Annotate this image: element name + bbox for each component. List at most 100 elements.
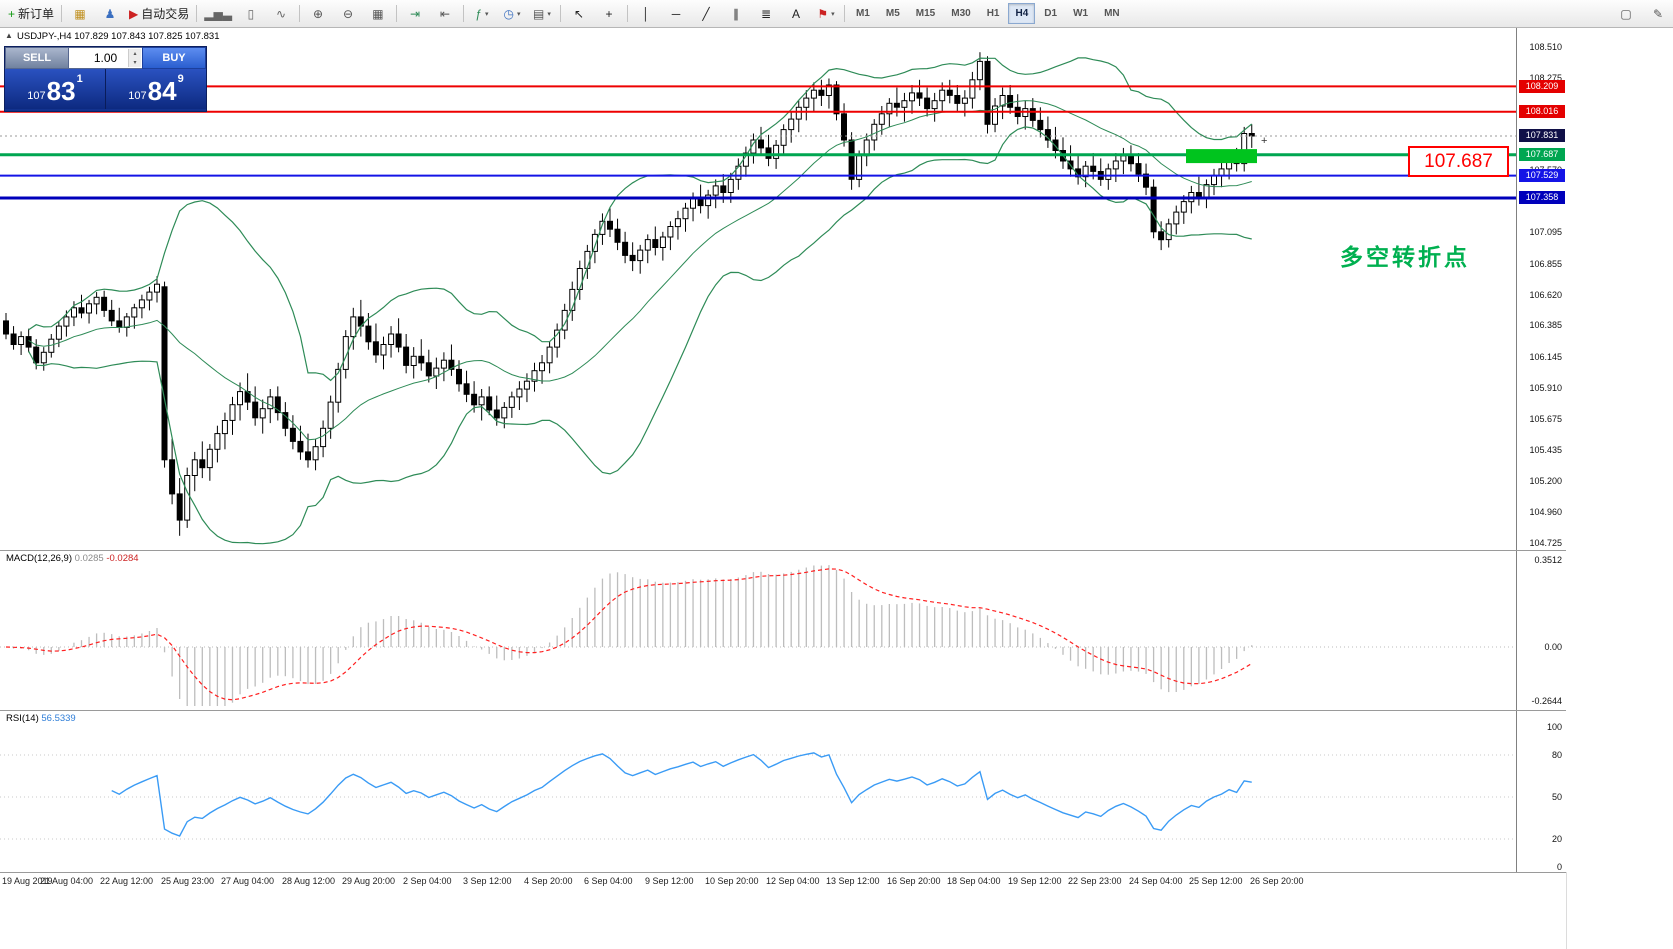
new-chart-window-icon: ▢	[1620, 6, 1632, 21]
macd-axis-label: 0.00	[1544, 642, 1562, 652]
trendline-button[interactable]: ╱	[691, 2, 721, 25]
arrows-button[interactable]: ⚑ ▾	[811, 2, 841, 25]
time-axis-label: 9 Sep 12:00	[645, 876, 694, 886]
turning-point-annotation: 多空转折点	[1340, 244, 1470, 270]
time-axis-label: 19 Sep 12:00	[1008, 876, 1062, 886]
text-label-icon: A	[791, 6, 800, 21]
price-axis-label: 105.200	[1529, 476, 1562, 486]
text-label-button[interactable]: A	[781, 2, 811, 25]
autotrading-button[interactable]: ▶ 自动交易	[125, 2, 193, 25]
macd-pane[interactable]	[0, 551, 1516, 710]
timeframe-mn-button[interactable]: MN	[1104, 8, 1120, 19]
chart-properties-icon: ✎	[1652, 6, 1664, 21]
pane-splitter[interactable]	[0, 710, 1566, 711]
toolbar-separator	[61, 5, 63, 22]
tile-windows-icon: ▦	[372, 6, 384, 21]
templates-icon: ▤	[533, 6, 545, 21]
buy-price-big: 84	[147, 76, 177, 107]
zoom-out-icon: ⊖	[342, 6, 353, 21]
dropdown-arrow-icon: ▾	[831, 10, 835, 18]
new-chart-window-button[interactable]: ▢	[1611, 2, 1641, 25]
fibonacci-icon: ≣	[760, 6, 771, 21]
price-axis-label: 104.960	[1529, 507, 1562, 517]
spinner-down-icon[interactable]: ▾	[133, 60, 137, 66]
timeframe-d1-button[interactable]: D1	[1044, 8, 1058, 19]
auto-scroll-button[interactable]: ⇥	[400, 2, 430, 25]
price-axis-label: 108.510	[1529, 42, 1562, 52]
equidistant-channel-button[interactable]: ∥	[721, 2, 751, 25]
time-axis-label: 22 Aug 12:00	[100, 876, 154, 886]
time-axis-label: 21 Aug 04:00	[40, 876, 94, 886]
periods-button[interactable]: ◷ ▾	[497, 2, 527, 25]
one-click-collapse-arrow[interactable]: ▲	[5, 31, 13, 40]
cursor-button[interactable]: ↖	[564, 2, 594, 25]
toolbar-separator	[462, 5, 464, 22]
new-order-icon: +	[8, 6, 16, 21]
spinner-up-icon[interactable]: ▴	[133, 51, 137, 57]
price-axis-label: 106.620	[1529, 290, 1562, 300]
price-tag: 107.529	[1519, 169, 1565, 182]
time-axis-label: 2 Sep 04:00	[403, 876, 452, 886]
time-axis-label: 25 Aug 23:00	[161, 876, 215, 886]
volume-stepper[interactable]: ▴ ▾	[128, 49, 141, 67]
time-axis-label: 6 Sep 04:00	[584, 876, 633, 886]
line-chart-button[interactable]: ∿	[266, 2, 296, 25]
new-order-button[interactable]: + 新订单	[4, 2, 58, 25]
toolbar-separator	[843, 5, 845, 22]
horizontal-line-icon: ─	[671, 6, 681, 21]
cursor-icon: ↖	[573, 6, 584, 21]
timeframe-h1-button[interactable]: H1	[986, 8, 1000, 19]
time-axis-label: 24 Sep 04:00	[1129, 876, 1183, 886]
timeframe-m5-button[interactable]: M5	[885, 8, 900, 19]
indicators-button[interactable]: ƒ ▾	[467, 2, 497, 25]
chart-properties-button[interactable]: ✎	[1643, 2, 1673, 25]
equidistant-channel-icon: ∥	[732, 6, 739, 21]
rsi-axis-label: 0	[1556, 862, 1562, 872]
toolbar-separator	[298, 5, 300, 22]
time-axis-label: 25 Sep 12:00	[1189, 876, 1243, 886]
volume-input[interactable]: 1.00 ▴ ▾	[69, 47, 142, 69]
rsi-axis-label: 80	[1551, 750, 1562, 760]
timeframe-m15-button[interactable]: M15	[915, 8, 936, 19]
buy-button[interactable]: BUY	[142, 47, 206, 69]
crosshair-button[interactable]: +	[594, 2, 624, 25]
timeframe-h4-button[interactable]: H4	[1008, 3, 1036, 24]
chart-shift-button[interactable]: ⇤	[430, 2, 460, 25]
fibonacci-button[interactable]: ≣	[751, 2, 781, 25]
candlestick-chart-button[interactable]: ▯	[236, 2, 266, 25]
price-axis[interactable]: 108.510108.275108.040107.805107.570107.3…	[1516, 27, 1567, 872]
rsi-axis-label: 100	[1546, 722, 1562, 732]
pane-splitter[interactable]	[0, 550, 1566, 551]
time-axis-label: 12 Sep 04:00	[766, 876, 820, 886]
profiles-button[interactable]: ♟	[95, 2, 125, 25]
trendline-icon: ╱	[702, 6, 710, 21]
new-chart-button[interactable]: ▦	[65, 2, 95, 25]
time-axis-label: 18 Sep 04:00	[947, 876, 1001, 886]
zoom-in-button[interactable]: ⊕	[303, 2, 333, 25]
time-axis-label: 27 Aug 04:00	[221, 876, 275, 886]
zoom-out-button[interactable]: ⊖	[333, 2, 363, 25]
candlestick-chart: +	[0, 52, 1516, 545]
time-axis[interactable]: 19 Aug 2019 21 Aug 04:00 22 Aug 12:00 25 Au…	[0, 872, 1566, 949]
sell-button[interactable]: SELL	[5, 47, 69, 69]
main-chart-pane[interactable]: +	[0, 27, 1516, 550]
buy-price-display[interactable]: 107 84 9	[105, 69, 206, 109]
vertical-line-icon: │	[642, 6, 650, 21]
macd-signal-value: -0.0284	[106, 553, 139, 564]
templates-button[interactable]: ▤ ▾	[527, 2, 557, 25]
rsi-pane[interactable]	[0, 711, 1516, 872]
time-axis-label: 22 Sep 23:00	[1068, 876, 1122, 886]
timeframe-m1-button[interactable]: M1	[855, 8, 870, 19]
rsi-name: RSI(14)	[6, 713, 39, 724]
macd-name: MACD(12,26,9)	[6, 553, 72, 564]
bar-chart-button[interactable]: ▂▅▃	[200, 2, 236, 25]
timeframe-m30-button[interactable]: M30	[951, 8, 971, 19]
timeframe-w1-button[interactable]: W1	[1073, 8, 1089, 19]
toolbar-separator	[395, 5, 397, 22]
vertical-line-button[interactable]: │	[631, 2, 661, 25]
horizontal-line-button[interactable]: ─	[661, 2, 691, 25]
sell-price-display[interactable]: 107 83 1	[5, 69, 105, 109]
sell-price-sup: 1	[76, 73, 83, 85]
tile-windows-button[interactable]: ▦	[363, 2, 393, 25]
new-order-button-label: 新订单	[18, 7, 55, 21]
